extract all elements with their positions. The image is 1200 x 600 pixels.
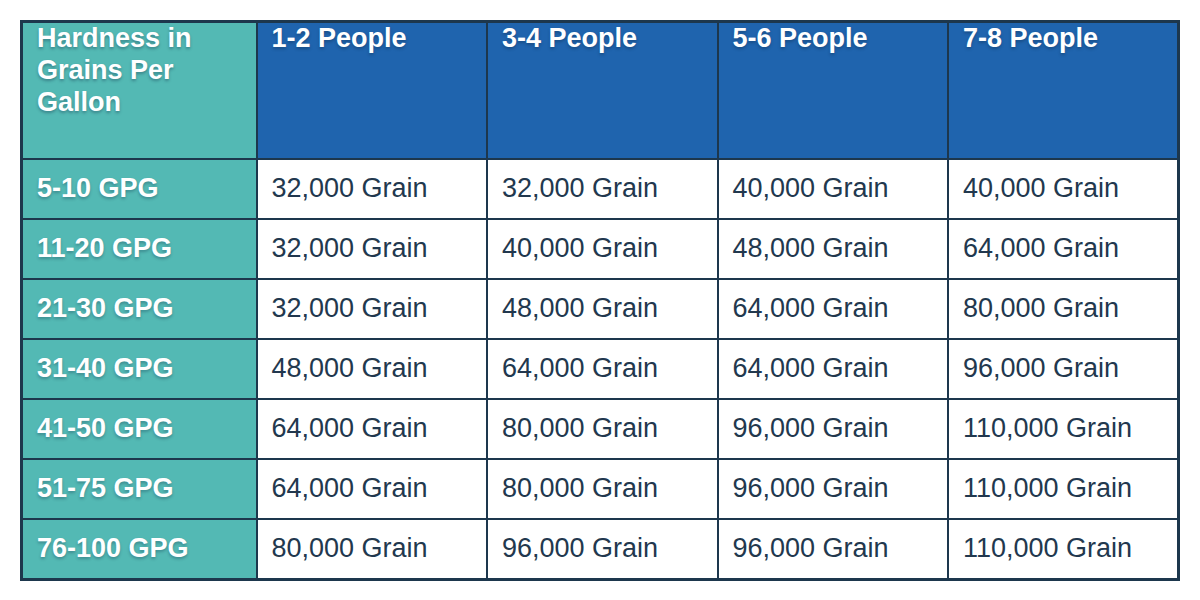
capacity-cell: 64,000 Grain xyxy=(718,339,949,399)
capacity-cell: 32,000 Grain xyxy=(257,279,488,339)
capacity-cell: 96,000 Grain xyxy=(948,339,1179,399)
capacity-cell: 64,000 Grain xyxy=(948,219,1179,279)
sizing-table: Hardness in Grains Per Gallon 1-2 People… xyxy=(20,20,1180,581)
table-row-51-75-gpg: 51-75 GPG 64,000 Grain 80,000 Grain 96,0… xyxy=(22,459,1179,519)
capacity-cell: 40,000 Grain xyxy=(948,159,1179,219)
table-row-41-50-gpg: 41-50 GPG 64,000 Grain 80,000 Grain 96,0… xyxy=(22,399,1179,459)
header-1-2-people: 1-2 People xyxy=(257,22,488,160)
capacity-cell: 80,000 Grain xyxy=(257,519,488,579)
row-label: 11-20 GPG xyxy=(22,219,257,279)
table-row-21-30-gpg: 21-30 GPG 32,000 Grain 48,000 Grain 64,0… xyxy=(22,279,1179,339)
capacity-cell: 96,000 Grain xyxy=(718,399,949,459)
capacity-cell: 80,000 Grain xyxy=(487,399,718,459)
header-hardness: Hardness in Grains Per Gallon xyxy=(22,22,257,160)
capacity-cell: 96,000 Grain xyxy=(718,519,949,579)
capacity-cell: 32,000 Grain xyxy=(257,159,488,219)
capacity-cell: 32,000 Grain xyxy=(257,219,488,279)
capacity-cell: 80,000 Grain xyxy=(487,459,718,519)
capacity-cell: 80,000 Grain xyxy=(948,279,1179,339)
capacity-cell: 40,000 Grain xyxy=(718,159,949,219)
capacity-cell: 110,000 Grain xyxy=(948,519,1179,579)
water-softener-sizing-chart: Hardness in Grains Per Gallon 1-2 People… xyxy=(20,20,1180,580)
row-label: 5-10 GPG xyxy=(22,159,257,219)
capacity-cell: 110,000 Grain xyxy=(948,399,1179,459)
table-row-5-10-gpg: 5-10 GPG 32,000 Grain 32,000 Grain 40,00… xyxy=(22,159,1179,219)
table-row-31-40-gpg: 31-40 GPG 48,000 Grain 64,000 Grain 64,0… xyxy=(22,339,1179,399)
capacity-cell: 48,000 Grain xyxy=(257,339,488,399)
capacity-cell: 48,000 Grain xyxy=(487,279,718,339)
row-label: 31-40 GPG xyxy=(22,339,257,399)
table-row-11-20-gpg: 11-20 GPG 32,000 Grain 40,000 Grain 48,0… xyxy=(22,219,1179,279)
table-row-76-100-gpg: 76-100 GPG 80,000 Grain 96,000 Grain 96,… xyxy=(22,519,1179,579)
capacity-cell: 110,000 Grain xyxy=(948,459,1179,519)
capacity-cell: 48,000 Grain xyxy=(718,219,949,279)
capacity-cell: 40,000 Grain xyxy=(487,219,718,279)
header-7-8-people: 7-8 People xyxy=(948,22,1179,160)
header-3-4-people: 3-4 People xyxy=(487,22,718,160)
capacity-cell: 64,000 Grain xyxy=(718,279,949,339)
capacity-cell: 96,000 Grain xyxy=(718,459,949,519)
capacity-cell: 32,000 Grain xyxy=(487,159,718,219)
header-row: Hardness in Grains Per Gallon 1-2 People… xyxy=(22,22,1179,160)
capacity-cell: 64,000 Grain xyxy=(487,339,718,399)
row-label: 41-50 GPG xyxy=(22,399,257,459)
row-label: 51-75 GPG xyxy=(22,459,257,519)
row-label: 76-100 GPG xyxy=(22,519,257,579)
header-5-6-people: 5-6 People xyxy=(718,22,949,160)
capacity-cell: 64,000 Grain xyxy=(257,459,488,519)
capacity-cell: 96,000 Grain xyxy=(487,519,718,579)
row-label: 21-30 GPG xyxy=(22,279,257,339)
capacity-cell: 64,000 Grain xyxy=(257,399,488,459)
